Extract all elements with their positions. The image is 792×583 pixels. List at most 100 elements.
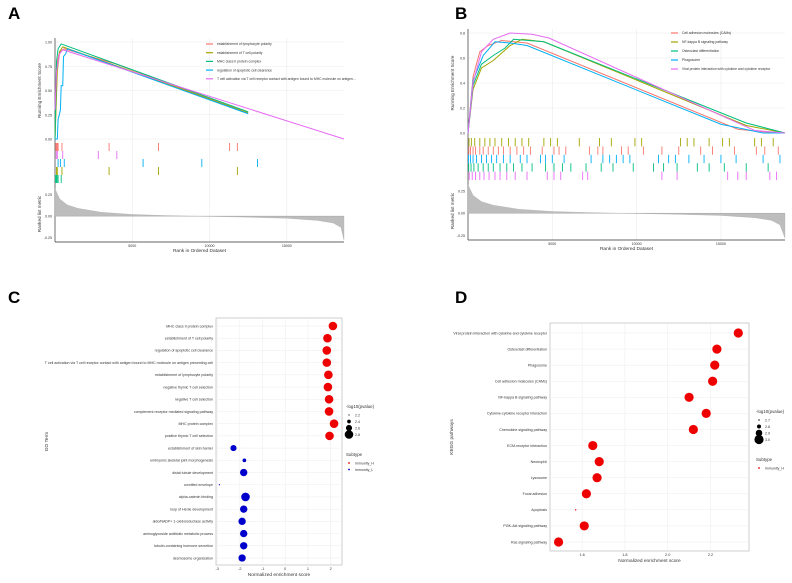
metric-tick-label: -0.25 xyxy=(44,236,52,240)
dot-point xyxy=(323,382,333,392)
size-legend-label: 2.2 xyxy=(355,413,360,417)
size-legend-label: 2.8 xyxy=(765,425,770,429)
metric-tick-label: 0.25 xyxy=(45,193,52,197)
size-legend-dot xyxy=(344,430,354,439)
category-label: PI3K-Akt signaling pathway xyxy=(503,524,547,528)
x-tick-label: 5000 xyxy=(128,244,136,248)
category-label: positive thymic T cell selection xyxy=(165,434,213,438)
panel-label-d: D xyxy=(455,288,468,307)
y-axis-title: GO Term xyxy=(44,432,50,451)
dot-point xyxy=(323,333,332,343)
dot-point xyxy=(684,392,694,402)
plot-frame xyxy=(549,322,750,552)
running-score-line-2 xyxy=(54,43,249,140)
dot-point xyxy=(701,408,711,418)
x-axis-title: Normalized enrichment score xyxy=(248,572,311,578)
category-label: MHC protein complex xyxy=(178,422,213,426)
dot-point xyxy=(708,376,718,386)
dot-point xyxy=(238,517,246,526)
dot-point xyxy=(322,358,332,367)
y-tick-label: 0.75 xyxy=(45,65,52,69)
x-tick-label: -1 xyxy=(261,567,264,571)
category-label: complement receptor mediated signaling p… xyxy=(134,410,213,414)
category-label: aminoglycoside antibiotic metabolic proc… xyxy=(143,532,213,536)
dot-point xyxy=(594,457,604,467)
dot-point xyxy=(329,419,339,428)
x-tick-label: 2.2 xyxy=(708,553,713,557)
x-axis-title: Normalized enrichment score xyxy=(618,558,681,564)
size-legend-label: 2.4 xyxy=(355,420,360,424)
metric-tick-label: 0.25 xyxy=(458,189,465,193)
size-legend-dot xyxy=(347,419,351,424)
category-label: negative thymic T cell selection xyxy=(163,385,213,389)
category-label: establishment of lymphocyte polarity xyxy=(155,373,213,377)
category-label: Cell adhesion molecules (CAMs) xyxy=(495,380,547,384)
dot-point xyxy=(733,328,743,338)
y-tick-label: 0.6 xyxy=(460,57,465,61)
running-score-line-4 xyxy=(54,49,345,140)
dot-point xyxy=(325,431,334,441)
size-legend-label: 2.7 xyxy=(765,418,770,422)
dot-point xyxy=(242,458,247,463)
dot-point xyxy=(324,370,333,380)
size-legend-label: 2.6 xyxy=(355,426,360,430)
x-tick-label: 1 xyxy=(307,567,309,571)
size-legend-dot xyxy=(755,429,763,437)
x-tick-label: 2.0 xyxy=(665,553,670,557)
category-label: Ras signaling pathway xyxy=(511,540,547,544)
dot-point xyxy=(322,346,332,355)
dot-point xyxy=(240,529,248,538)
category-label: ECM-receptor interaction xyxy=(507,444,547,448)
x-axis-title: Rank in Ordered Dataset xyxy=(600,246,654,252)
x-tick-label: 5000 xyxy=(548,242,556,246)
x-axis-title: Rank in Ordered Dataset xyxy=(173,248,227,254)
size-legend-label: 2.9 xyxy=(765,431,770,435)
category-label: Lysosome xyxy=(531,476,547,480)
metric-tick-label: 0.00 xyxy=(458,212,465,216)
size-legend-title: -log10(pvalue) xyxy=(346,404,375,409)
category-label: establishment of T cell polarity xyxy=(165,337,213,341)
size-legend-dot xyxy=(758,419,760,421)
category-label: regulation of apoptotic cell clearance xyxy=(155,349,213,353)
color-legend-label: immunity_H xyxy=(765,466,784,470)
x-tick-label: 1.8 xyxy=(622,553,627,557)
plot-frame xyxy=(215,317,343,566)
running-score-line-4 xyxy=(467,32,786,134)
y-axis-title: KEGG pathways xyxy=(449,419,455,455)
legend-label: Cell adhesion molecules (CAMs) xyxy=(682,31,731,35)
metric-tick-label: 0.00 xyxy=(45,215,52,219)
size-legend-dot xyxy=(345,424,353,432)
legend-label: establishment of lymphocyte polarity xyxy=(217,42,272,46)
ranked-metric-area xyxy=(54,188,345,241)
y-tick-label: 0.25 xyxy=(45,113,52,117)
dot-point xyxy=(230,445,237,452)
dot-point xyxy=(710,360,720,370)
x-tick-label: -3 xyxy=(215,567,218,571)
legend-label: regulation of apoptotic cell clearance xyxy=(217,68,272,72)
legend-label: Osteoclast differentiation xyxy=(682,49,719,53)
size-legend-label: 3.0 xyxy=(765,438,770,442)
category-label: NF-kappa B signaling pathway xyxy=(498,396,547,400)
dot-point xyxy=(240,542,248,550)
legend-label: establishment of T cell polarity xyxy=(217,51,263,55)
color-legend-label: immunity_H xyxy=(355,461,374,465)
category-label: Apoptosis xyxy=(531,508,547,512)
legend-label: T cell activation via T cell receptor co… xyxy=(217,77,356,81)
y-tick-label: 0.8 xyxy=(460,32,465,36)
dot-point xyxy=(324,394,334,404)
category-label: cornified envelope xyxy=(184,483,213,487)
dot-point xyxy=(553,537,564,547)
category-label: loop of Henle development xyxy=(170,507,213,511)
category-label: Osteoclast differentiation xyxy=(508,347,548,351)
y-tick-label: 0.50 xyxy=(45,89,52,93)
x-tick-label: 0 xyxy=(284,567,286,571)
y-axis-title-metric: Ranked list metric xyxy=(37,195,42,232)
category-label: aldo/NADP+ 1-oxidoreductase activity xyxy=(153,520,214,524)
size-legend-dot xyxy=(757,424,761,429)
category-label: Neutrophil xyxy=(531,460,548,464)
category-label: Chemokine signaling pathway xyxy=(499,428,547,432)
panel-label-c: C xyxy=(8,288,21,307)
running-score-line-1 xyxy=(467,38,786,134)
legend-label: NF-kappa B signaling pathway xyxy=(682,40,728,44)
x-tick-label: 2 xyxy=(330,567,332,571)
